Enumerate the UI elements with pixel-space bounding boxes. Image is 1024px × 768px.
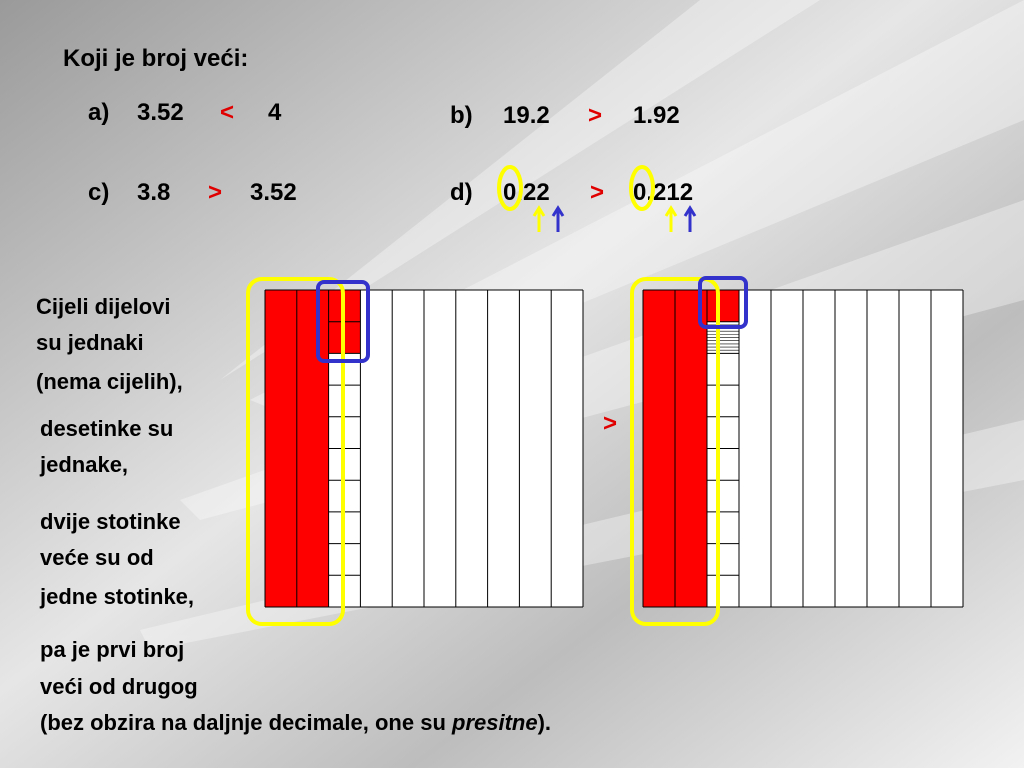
title: Koji je broj veći: <box>63 45 248 72</box>
exercise-left: 0.22 <box>503 179 550 206</box>
arrows <box>532 205 697 232</box>
exercises: a) 3.52 <4 b) 19.2 >1.92 c) 3.8 >3.52 d) 0.22 >0.21… <box>88 99 693 206</box>
explanation-line: veće su od <box>40 545 154 570</box>
explanation-line: desetinke su <box>40 416 173 441</box>
exercise-label: d) <box>450 179 473 206</box>
exercise-label: a) <box>88 99 109 126</box>
sign: > <box>590 179 604 206</box>
sign: > <box>208 179 222 206</box>
exercise-label: c) <box>88 179 109 206</box>
red-fill <box>707 290 739 322</box>
sign: > <box>588 102 602 129</box>
exercise-right: 4 <box>268 99 282 126</box>
text: (bez obzira na daljnje decimale, one su <box>40 710 452 735</box>
blue-highlight <box>698 276 748 329</box>
explanation: Cijeli dijelovi su jednaki (nema cijelih),… <box>36 294 198 699</box>
exercise-left: 19.2 <box>503 102 550 129</box>
explanation-line: su jednaki <box>36 330 144 355</box>
exercise-right: 3.52 <box>250 179 297 206</box>
exercise-right: 1.92 <box>633 102 680 129</box>
blue-highlight <box>316 280 370 363</box>
last-line: (bez obzira na daljnje decimale, one su … <box>40 710 551 735</box>
explanation-line: jedne stotinke, <box>39 584 194 609</box>
text: ). <box>538 710 551 735</box>
yellow-circle <box>629 165 655 211</box>
explanation-line: jednake, <box>39 452 128 477</box>
yellow-circle <box>497 165 523 211</box>
explanation-line: veći od drugog <box>40 674 198 699</box>
explanation-line: (nema cijelih), <box>36 369 183 394</box>
explanation-line: pa je prvi broj <box>40 637 184 662</box>
exercise-left: 3.8 <box>137 179 170 206</box>
explanation-line: dvije stotinke <box>40 509 181 534</box>
sign: < <box>220 99 234 126</box>
explanation-line: Cijeli dijelovi <box>36 294 170 319</box>
exercise-left: 3.52 <box>137 99 184 126</box>
yellow-highlight <box>246 277 345 626</box>
exercise-label: b) <box>450 102 473 129</box>
comparison-sign: > <box>603 410 617 437</box>
yellow-highlight <box>630 277 720 626</box>
exercise-right: 0.212 <box>633 179 693 206</box>
emphasis: presitne <box>451 710 538 735</box>
